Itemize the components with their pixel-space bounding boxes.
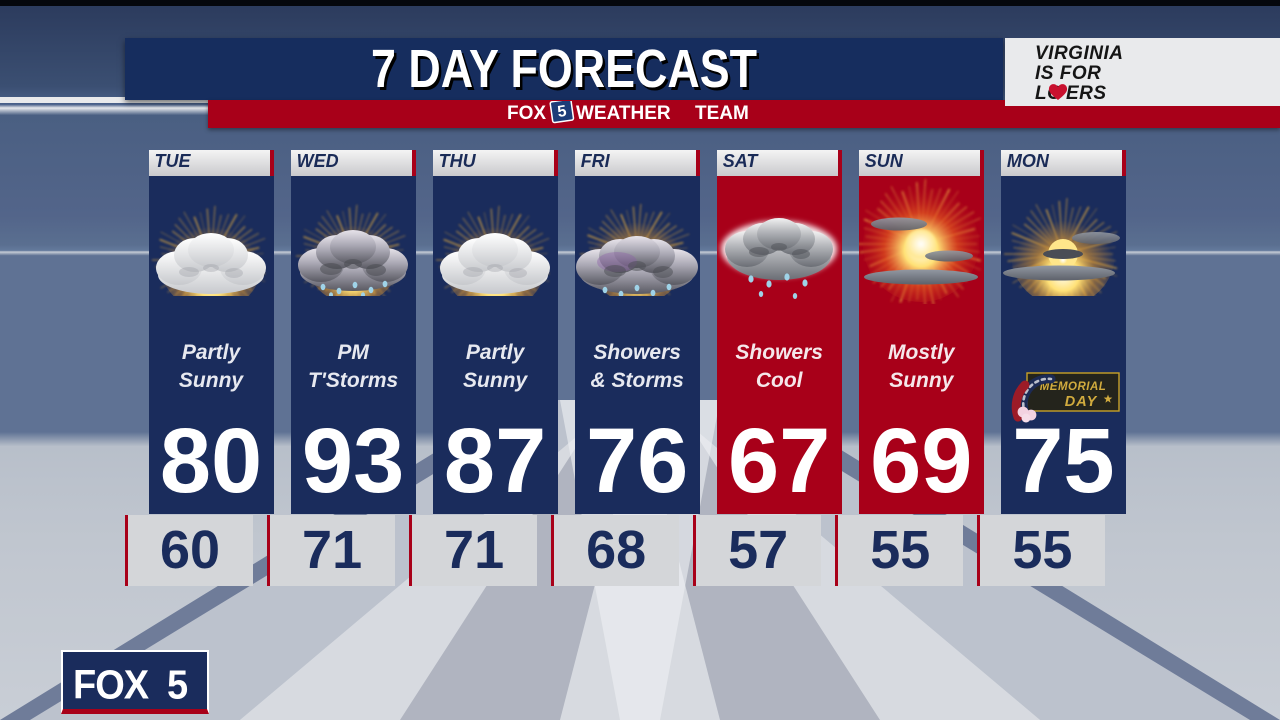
svg-text:WEATHER: WEATHER (576, 103, 671, 124)
svg-text:ERS: ERS (1066, 83, 1107, 104)
svg-text:DAY: DAY (1065, 394, 1098, 410)
svg-text:FOX: FOX (507, 103, 546, 124)
svg-text:VIRGINIA: VIRGINIA (1035, 43, 1123, 64)
svg-text:IS FOR: IS FOR (1035, 63, 1101, 84)
svg-text:FOX: FOX (73, 662, 150, 708)
svg-text:5: 5 (167, 662, 188, 708)
svg-text:TEAM: TEAM (695, 103, 749, 124)
